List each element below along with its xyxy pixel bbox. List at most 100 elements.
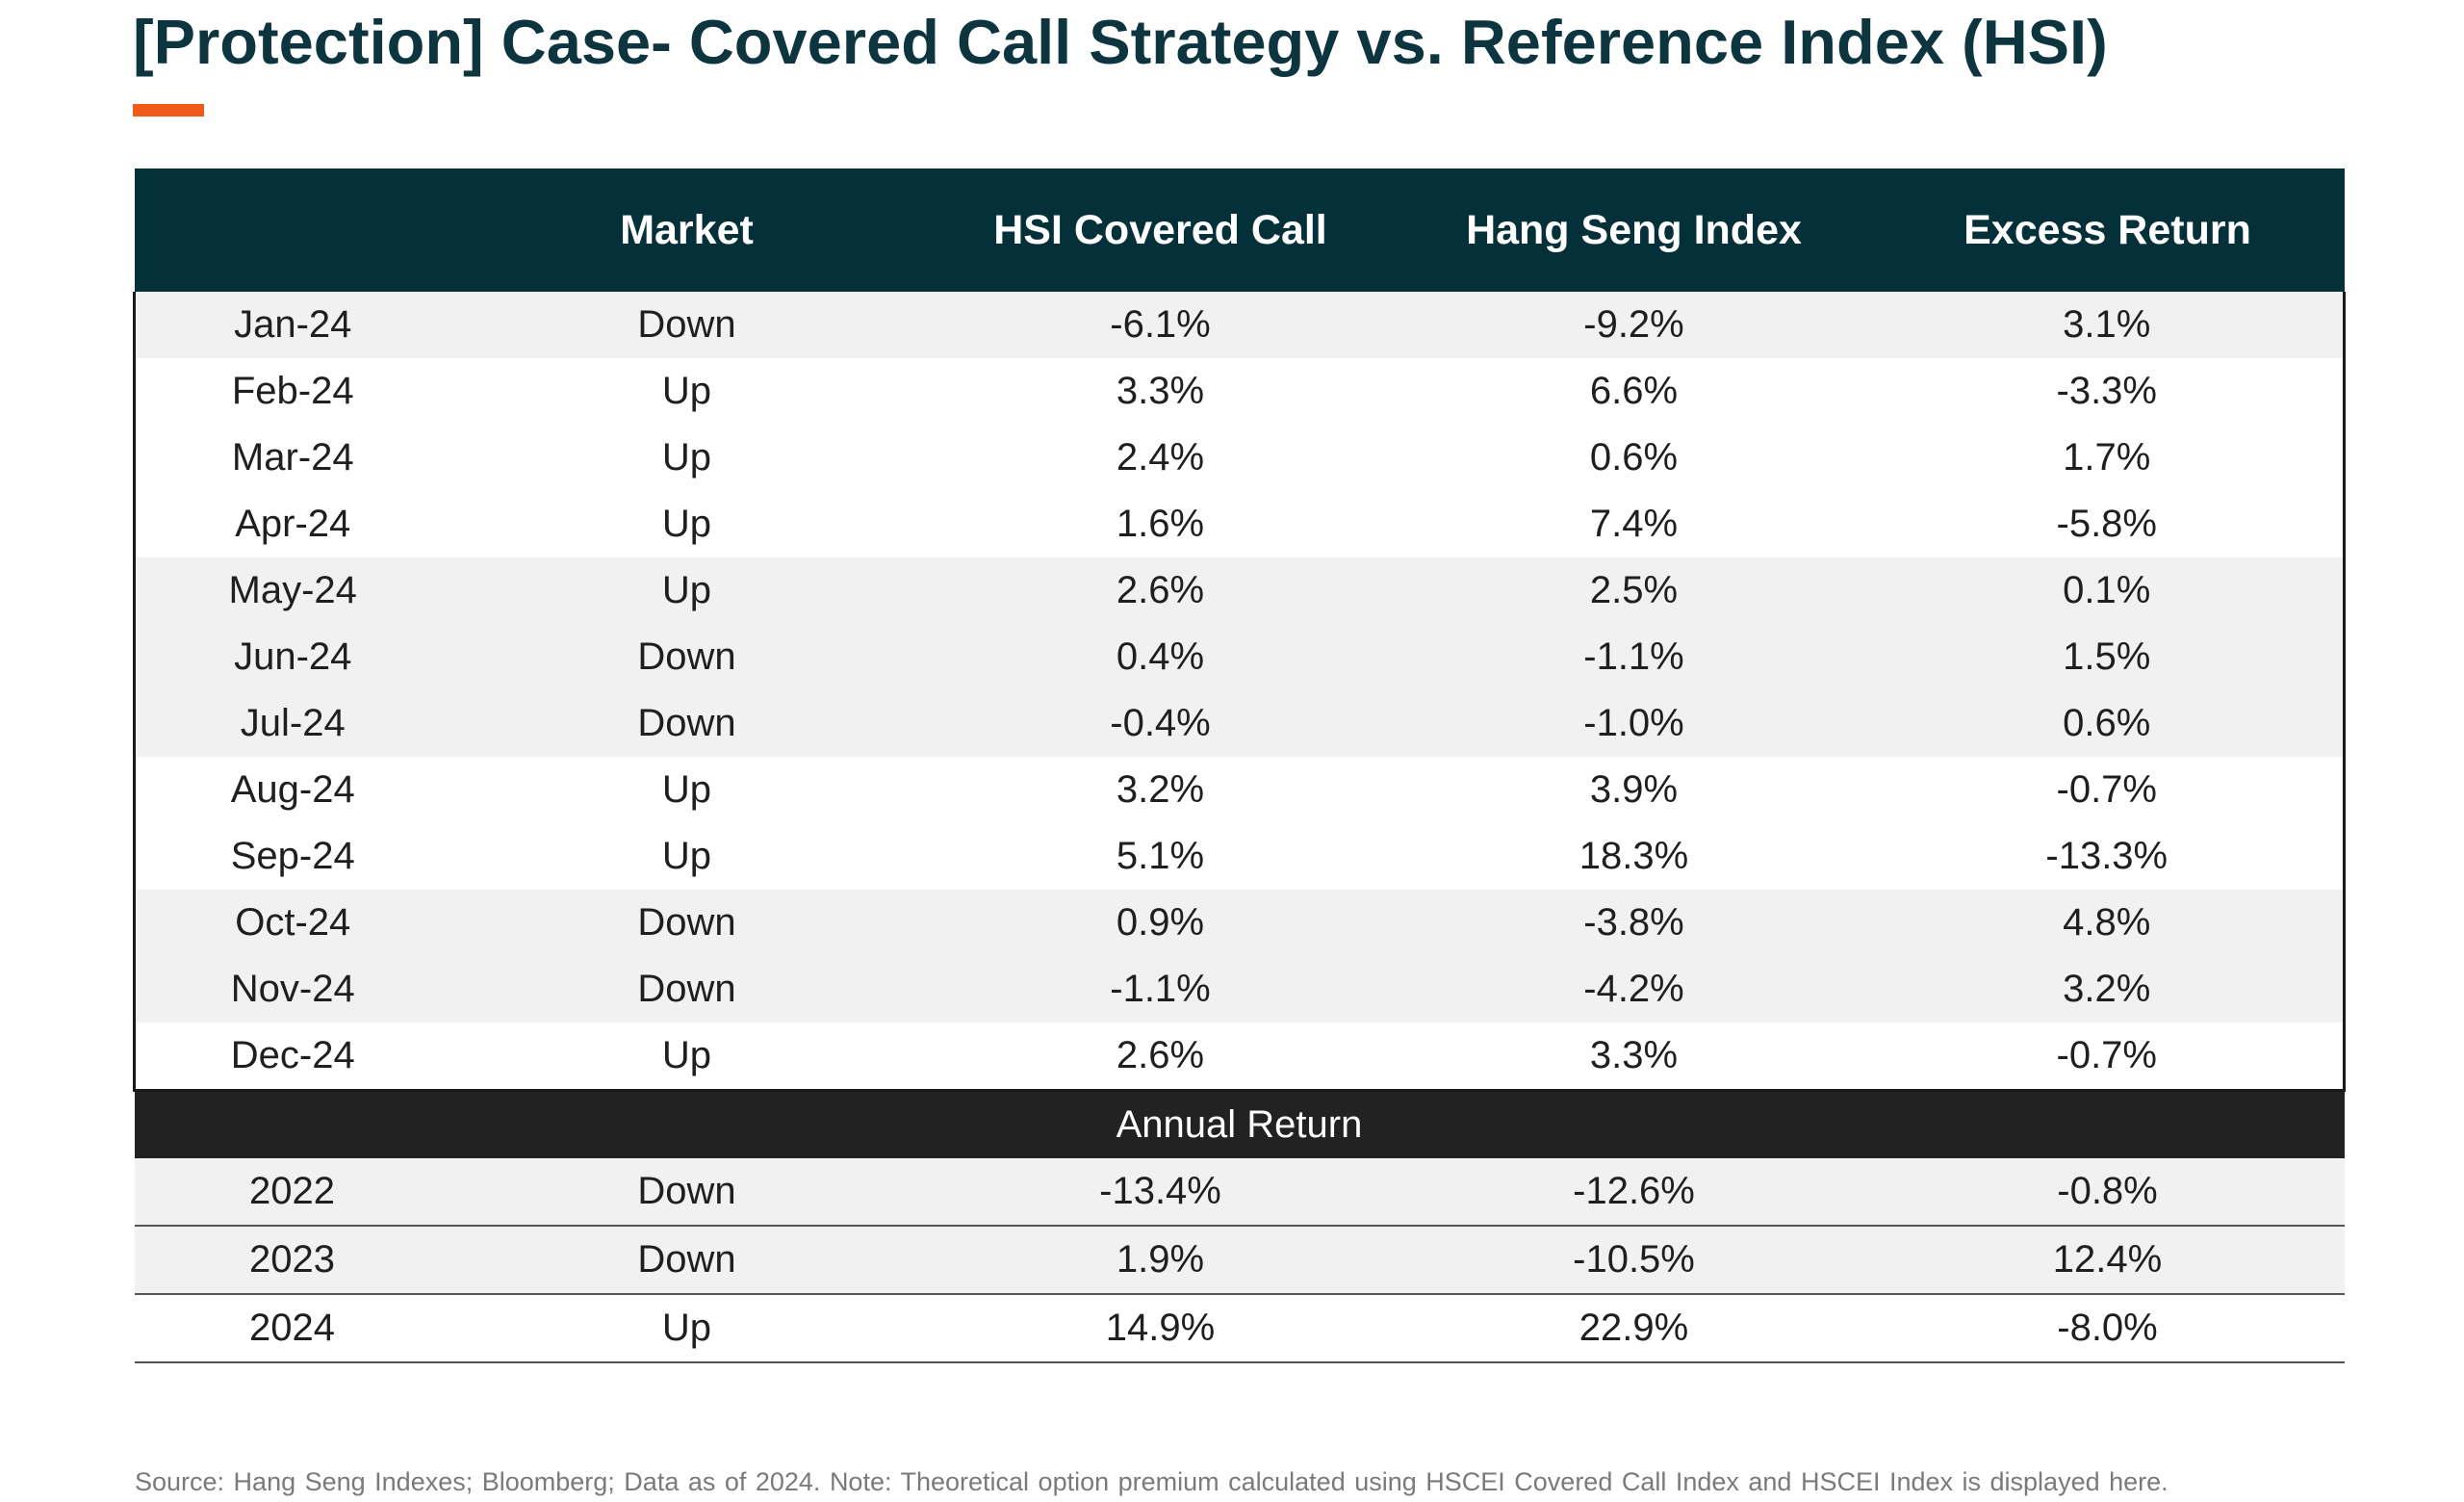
excess-return-cell: 0.6% <box>1870 690 2345 757</box>
covered-call-cell: 3.2% <box>923 757 1398 823</box>
header-excess-return: Excess Return <box>1870 168 2345 292</box>
monthly-returns-body: Jan-24 Down -6.1% -9.2% 3.1% Feb-24 Up 3.3% 6.6%… <box>134 292 2345 1091</box>
table-row: Sep-24 Up 5.1% 18.3% -13.3% <box>134 823 2345 890</box>
returns-table: Market HSI Covered Call Hang Seng Index … <box>133 168 2346 1363</box>
annual-table-row: 2023 Down 1.9% -10.5% 12.4% <box>134 1226 2345 1295</box>
excess-return-cell: -13.3% <box>1870 823 2345 890</box>
market-cell: Up <box>449 1294 924 1363</box>
period-cell: 2022 <box>134 1158 450 1227</box>
market-cell: Down <box>449 1158 924 1227</box>
hang-seng-cell: 2.5% <box>1397 557 1871 624</box>
covered-call-cell: 2.4% <box>923 425 1398 491</box>
excess-return-cell: 3.1% <box>1870 292 2345 358</box>
covered-call-cell: 14.9% <box>923 1294 1398 1363</box>
period-cell: 2023 <box>134 1226 450 1295</box>
table-row: Apr-24 Up 1.6% 7.4% -5.8% <box>134 491 2345 557</box>
covered-call-cell: -6.1% <box>923 292 1398 358</box>
page-title: [Protection] Case- Covered Call Strategy… <box>133 7 2108 77</box>
hang-seng-cell: 3.9% <box>1397 757 1871 823</box>
period-cell: Sep-24 <box>134 823 450 890</box>
covered-call-cell: 2.6% <box>923 557 1398 624</box>
excess-return-cell: -0.7% <box>1870 757 2345 823</box>
source-footnote: Source: Hang Seng Indexes; Bloomberg; Da… <box>135 1467 2169 1496</box>
period-cell: Feb-24 <box>134 358 450 425</box>
hang-seng-cell: 6.6% <box>1397 358 1871 425</box>
annual-returns-body: Annual Return 2022 Down -13.4% -12.6% -0.8% 2… <box>134 1090 2345 1363</box>
table-row: May-24 Up 2.6% 2.5% 0.1% <box>134 557 2345 624</box>
excess-return-cell: 12.4% <box>1870 1226 2345 1295</box>
covered-call-cell: 0.9% <box>923 890 1398 956</box>
hang-seng-cell: -1.0% <box>1397 690 1871 757</box>
header-period <box>134 168 450 292</box>
period-cell: Apr-24 <box>134 491 450 557</box>
header-hang-seng-index: Hang Seng Index <box>1397 168 1871 292</box>
market-cell: Up <box>449 1023 924 1091</box>
market-cell: Down <box>449 1226 924 1295</box>
title-accent-bar <box>133 104 204 117</box>
annual-table-row: 2022 Down -13.4% -12.6% -0.8% <box>134 1158 2345 1227</box>
market-cell: Down <box>449 292 924 358</box>
annual-table-row: 2024 Up 14.9% 22.9% -8.0% <box>134 1294 2345 1363</box>
excess-return-cell: 0.1% <box>1870 557 2345 624</box>
table-row: Feb-24 Up 3.3% 6.6% -3.3% <box>134 358 2345 425</box>
table-row: Jul-24 Down -0.4% -1.0% 0.6% <box>134 690 2345 757</box>
hang-seng-cell: -9.2% <box>1397 292 1871 358</box>
excess-return-cell: -0.7% <box>1870 1023 2345 1091</box>
period-cell: Dec-24 <box>134 1023 450 1091</box>
excess-return-cell: 1.5% <box>1870 624 2345 690</box>
covered-call-cell: 0.4% <box>923 624 1398 690</box>
returns-table-container: Market HSI Covered Call Hang Seng Index … <box>133 168 2346 1363</box>
period-cell: Mar-24 <box>134 425 450 491</box>
market-cell: Up <box>449 557 924 624</box>
covered-call-cell: 3.3% <box>923 358 1398 425</box>
market-cell: Down <box>449 690 924 757</box>
excess-return-cell: -5.8% <box>1870 491 2345 557</box>
hang-seng-cell: 3.3% <box>1397 1023 1871 1091</box>
period-cell: Jun-24 <box>134 624 450 690</box>
excess-return-cell: 1.7% <box>1870 425 2345 491</box>
period-cell: 2024 <box>134 1294 450 1363</box>
table-row: Oct-24 Down 0.9% -3.8% 4.8% <box>134 890 2345 956</box>
covered-call-cell: 2.6% <box>923 1023 1398 1091</box>
covered-call-cell: 5.1% <box>923 823 1398 890</box>
market-cell: Up <box>449 491 924 557</box>
annual-return-label: Annual Return <box>134 1090 2345 1158</box>
market-cell: Up <box>449 358 924 425</box>
hang-seng-cell: -1.1% <box>1397 624 1871 690</box>
table-row: Dec-24 Up 2.6% 3.3% -0.7% <box>134 1023 2345 1091</box>
excess-return-cell: -0.8% <box>1870 1158 2345 1227</box>
market-cell: Down <box>449 890 924 956</box>
table-row: Jan-24 Down -6.1% -9.2% 3.1% <box>134 292 2345 358</box>
hang-seng-cell: -3.8% <box>1397 890 1871 956</box>
hang-seng-cell: 7.4% <box>1397 491 1871 557</box>
table-row: Aug-24 Up 3.2% 3.9% -0.7% <box>134 757 2345 823</box>
period-cell: Nov-24 <box>134 956 450 1023</box>
covered-call-cell: 1.6% <box>923 491 1398 557</box>
period-cell: May-24 <box>134 557 450 624</box>
table-row: Nov-24 Down -1.1% -4.2% 3.2% <box>134 956 2345 1023</box>
covered-call-cell: 1.9% <box>923 1226 1398 1295</box>
market-cell: Up <box>449 425 924 491</box>
period-cell: Aug-24 <box>134 757 450 823</box>
covered-call-cell: -1.1% <box>923 956 1398 1023</box>
excess-return-cell: -8.0% <box>1870 1294 2345 1363</box>
table-row: Jun-24 Down 0.4% -1.1% 1.5% <box>134 624 2345 690</box>
hang-seng-cell: 0.6% <box>1397 425 1871 491</box>
market-cell: Up <box>449 757 924 823</box>
covered-call-cell: -0.4% <box>923 690 1398 757</box>
header-market: Market <box>449 168 924 292</box>
hang-seng-cell: -12.6% <box>1397 1158 1871 1227</box>
period-cell: Jul-24 <box>134 690 450 757</box>
hang-seng-cell: 22.9% <box>1397 1294 1871 1363</box>
market-cell: Down <box>449 956 924 1023</box>
hang-seng-cell: 18.3% <box>1397 823 1871 890</box>
market-cell: Up <box>449 823 924 890</box>
hang-seng-cell: -4.2% <box>1397 956 1871 1023</box>
excess-return-cell: 4.8% <box>1870 890 2345 956</box>
table-header-row: Market HSI Covered Call Hang Seng Index … <box>134 168 2345 292</box>
annual-return-section-row: Annual Return <box>134 1090 2345 1158</box>
market-cell: Down <box>449 624 924 690</box>
period-cell: Jan-24 <box>134 292 450 358</box>
hang-seng-cell: -10.5% <box>1397 1226 1871 1295</box>
period-cell: Oct-24 <box>134 890 450 956</box>
